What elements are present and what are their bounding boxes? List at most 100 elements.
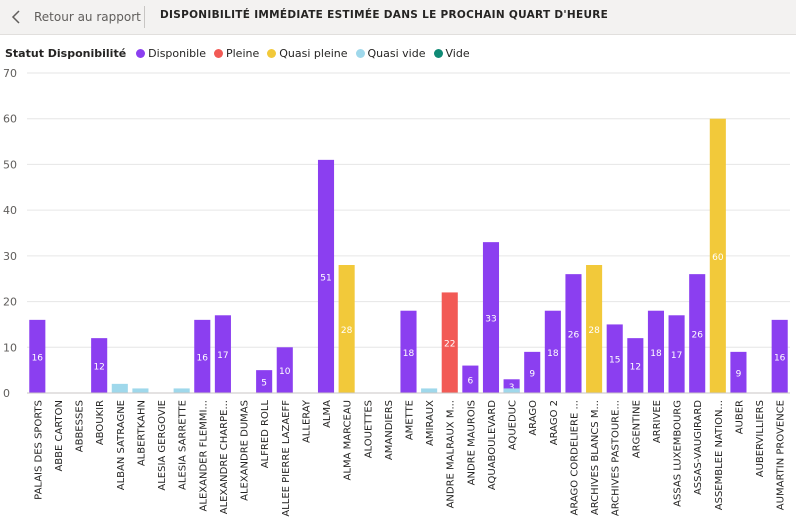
legend-dot [136, 48, 146, 58]
x-tick-label: AMIRAUX [425, 400, 436, 446]
x-tick-label: AUBERVILLIERS [755, 400, 766, 477]
y-tick-label: 0 [3, 387, 10, 400]
bar-chart: 0 10 20 30 40 50 60 70 16 PALAIS DES SPORTS ABBE C… [3, 67, 790, 517]
y-tick-label: 20 [3, 296, 17, 309]
bar[interactable] [627, 338, 644, 393]
x-tick-label: AUMARTIN PROVENCE [776, 400, 787, 510]
data-label: 12 [93, 363, 104, 373]
bar[interactable] [317, 159, 335, 393]
bar[interactable] [462, 365, 479, 393]
bar[interactable] [91, 338, 108, 393]
bar[interactable] [441, 292, 458, 393]
legend-title: Statut Disponibilité [5, 46, 127, 60]
bar[interactable] [482, 242, 500, 393]
x-tick-label: ALESIA SARRETTE [178, 400, 189, 490]
data-label: 18 [650, 349, 662, 359]
data-label: 22 [444, 340, 455, 350]
legend-label: Quasi vide [367, 46, 426, 60]
top-bar: Retour au rapport DISPONIBILITÉ IMMÉDIAT… [0, 0, 796, 35]
legend-item-quasi-vide[interactable]: Quasi vide [355, 46, 426, 60]
legend-item-pleine[interactable]: Pleine [213, 47, 259, 60]
x-tick-label: ABOUKIR [95, 400, 106, 445]
x-tick-label: ALEXANDRE DUMAS [240, 400, 251, 501]
bar[interactable] [400, 310, 417, 393]
x-tick-label: ALLERAY [301, 399, 312, 443]
x-tick-label: ARCHIVES BLANCS M... [590, 400, 601, 515]
chevron-left-icon [8, 8, 26, 26]
legend-dot [213, 48, 223, 58]
legend-label: Disponible [148, 46, 206, 60]
data-label: 28 [588, 326, 600, 336]
bar[interactable] [606, 324, 623, 393]
data-label: 5 [261, 379, 267, 389]
x-tick-label: ASSEMBLEE NATION... [714, 400, 725, 510]
bar[interactable] [668, 315, 685, 393]
bar[interactable] [689, 274, 706, 393]
x-tick-label: AQUEDUC [508, 400, 519, 450]
x-tick-label: ALBERTKAHN [136, 400, 147, 466]
legend-label: Quasi pleine [279, 46, 348, 60]
data-label: 3 [509, 383, 515, 393]
x-tick-label: ARAGO 2 [549, 400, 560, 445]
bar[interactable] [565, 274, 582, 393]
bar[interactable] [503, 388, 520, 393]
x-tick-label: ALFRED ROLL [260, 400, 271, 469]
data-label: 26 [568, 331, 580, 341]
bar[interactable] [111, 383, 128, 393]
data-label: 9 [736, 369, 742, 379]
data-label: 28 [341, 326, 353, 336]
bar[interactable] [276, 347, 293, 393]
data-label: 6 [467, 376, 473, 386]
x-tick-label: ALBAN SATRAGNE [116, 400, 127, 490]
bar[interactable] [586, 265, 603, 393]
divider [144, 6, 145, 28]
x-tick-label: ARAGO [528, 400, 539, 436]
legend-item-disponible[interactable]: Disponible [136, 47, 206, 60]
x-tick-label: AUBER [734, 400, 745, 434]
x-tick-label: AMETTE [405, 400, 416, 440]
x-tick-label: ALMA MARCEAU [343, 400, 354, 480]
chart-legend: Statut Disponibilité Disponible Pleine Q… [5, 44, 478, 62]
data-label: 60 [712, 253, 724, 263]
legend-label: Vide [445, 46, 470, 60]
back-label: Retour au rapport [34, 10, 141, 24]
bar[interactable] [524, 351, 541, 393]
x-tick-label: ALEXANDER FLEMMI... [198, 400, 209, 511]
x-tick-label: ABBESSES [75, 400, 86, 452]
data-label: 33 [485, 315, 496, 325]
bar[interactable] [544, 310, 561, 393]
bar[interactable] [194, 319, 211, 393]
bar[interactable] [256, 370, 273, 393]
x-tick-label: ASSAS-VAUGIRARD [693, 400, 704, 495]
legend-dot [267, 48, 277, 58]
data-label: 16 [774, 353, 786, 363]
data-label: 18 [403, 349, 415, 359]
data-label: 12 [630, 363, 641, 373]
bar[interactable] [421, 388, 438, 393]
data-label: 18 [547, 349, 559, 359]
bar[interactable] [29, 319, 46, 393]
y-tick-label: 50 [3, 158, 17, 171]
bar[interactable] [771, 319, 788, 393]
x-tick-label: ALOUETTES [363, 400, 374, 458]
data-label: 16 [197, 353, 209, 363]
bar[interactable] [647, 310, 665, 393]
legend-dot [433, 48, 443, 58]
x-tick-label: ABBE CARTON [54, 400, 65, 472]
y-tick-label: 70 [3, 67, 17, 80]
x-tick-label: ALLEE PIERRE LAZAEFF [281, 400, 292, 517]
legend-item-vide[interactable]: Vide [433, 46, 470, 60]
x-tick-label: ANDRE MALRAUX M... [446, 400, 457, 508]
y-tick-label: 40 [3, 204, 17, 217]
bar[interactable] [709, 118, 726, 393]
bar[interactable] [730, 351, 747, 393]
y-tick-label: 10 [3, 341, 17, 354]
bar[interactable] [214, 315, 231, 393]
data-label: 9 [529, 369, 535, 379]
bar[interactable] [132, 388, 149, 393]
back-to-report-button[interactable]: Retour au rapport [8, 0, 141, 34]
bar[interactable] [338, 265, 355, 393]
legend-item-quasi-pleine[interactable]: Quasi pleine [267, 46, 348, 60]
x-tick-label: ALESIA GERGOVIE [157, 400, 168, 491]
bar[interactable] [173, 388, 190, 393]
